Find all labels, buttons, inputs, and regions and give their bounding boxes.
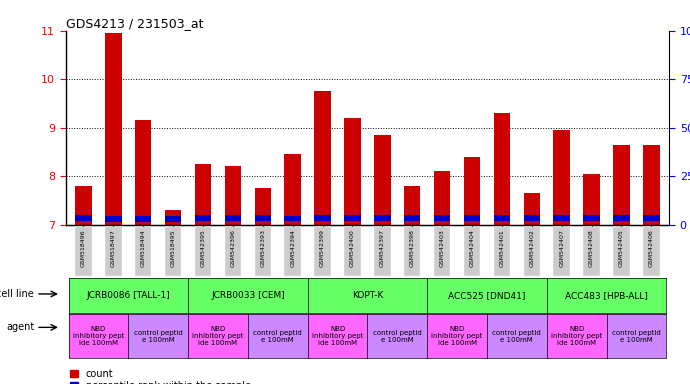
Text: GSM542405: GSM542405	[619, 229, 624, 267]
Bar	[135, 217, 152, 222]
Text: JCRB0033 [CEM]: JCRB0033 [CEM]	[211, 291, 285, 300]
Bar	[344, 118, 361, 225]
Text: ACC525 [DND41]: ACC525 [DND41]	[448, 291, 526, 300]
Bar	[225, 215, 241, 221]
Text: GSM542401: GSM542401	[500, 229, 504, 267]
Bar	[344, 215, 361, 221]
Bar	[165, 217, 181, 222]
Text: GSM542404: GSM542404	[469, 229, 475, 267]
Bar	[284, 217, 301, 221]
Bar	[464, 157, 480, 225]
Text: GSM542396: GSM542396	[230, 229, 235, 267]
Text: NBD
inhibitory pept
ide 100mM: NBD inhibitory pept ide 100mM	[431, 326, 483, 346]
Text: cell line: cell line	[0, 289, 34, 299]
Bar	[583, 174, 600, 225]
Text: NBD
inhibitory pept
ide 100mM: NBD inhibitory pept ide 100mM	[551, 326, 602, 346]
Text: GSM542395: GSM542395	[201, 229, 206, 267]
Legend: count, percentile rank within the sample: count, percentile rank within the sample	[70, 369, 251, 384]
Bar	[195, 164, 211, 225]
Bar	[464, 215, 480, 221]
Text: control peptid
e 100mM: control peptid e 100mM	[134, 330, 183, 343]
Bar	[105, 217, 121, 222]
Bar	[404, 215, 420, 221]
Bar	[404, 186, 420, 225]
Bar	[434, 215, 451, 221]
Text: control peptid
e 100mM: control peptid e 100mM	[612, 330, 661, 343]
Text: GSM518497: GSM518497	[111, 229, 116, 267]
Text: NBD
inhibitory pept
ide 100mM: NBD inhibitory pept ide 100mM	[72, 326, 124, 346]
Bar	[524, 193, 540, 225]
Text: agent: agent	[6, 322, 34, 333]
Text: JCRB0086 [TALL-1]: JCRB0086 [TALL-1]	[86, 291, 170, 300]
Text: NBD
inhibitory pept
ide 100mM: NBD inhibitory pept ide 100mM	[193, 326, 244, 346]
Text: KOPT-K: KOPT-K	[352, 291, 383, 300]
Text: GSM542393: GSM542393	[260, 229, 266, 267]
Bar	[553, 130, 570, 225]
Bar	[374, 135, 391, 225]
Bar	[643, 145, 660, 225]
Bar	[583, 215, 600, 221]
Bar	[553, 215, 570, 221]
Text: GDS4213 / 231503_at: GDS4213 / 231503_at	[66, 17, 203, 30]
Bar	[165, 210, 181, 225]
Text: control peptid
e 100mM: control peptid e 100mM	[493, 330, 541, 343]
Bar	[105, 33, 121, 225]
Text: GSM542402: GSM542402	[529, 229, 534, 267]
Bar	[374, 215, 391, 221]
Text: GSM542407: GSM542407	[559, 229, 564, 267]
Bar	[613, 145, 630, 225]
Bar	[75, 186, 92, 225]
Bar	[494, 113, 510, 225]
Bar	[643, 215, 660, 221]
Bar	[195, 215, 211, 221]
Bar	[255, 188, 271, 225]
Bar	[255, 215, 271, 221]
Bar	[75, 215, 92, 221]
Bar	[434, 171, 451, 225]
Text: GSM542398: GSM542398	[410, 229, 415, 267]
Bar	[613, 215, 630, 221]
Bar	[524, 215, 540, 221]
Text: GSM542400: GSM542400	[350, 229, 355, 267]
Bar	[135, 121, 152, 225]
Text: GSM542403: GSM542403	[440, 229, 444, 267]
Text: control peptid
e 100mM: control peptid e 100mM	[253, 330, 302, 343]
Text: GSM542397: GSM542397	[380, 229, 385, 267]
Bar	[284, 154, 301, 225]
Text: ACC483 [HPB-ALL]: ACC483 [HPB-ALL]	[565, 291, 648, 300]
Text: GSM542394: GSM542394	[290, 229, 295, 267]
Text: GSM518496: GSM518496	[81, 229, 86, 266]
Text: GSM542406: GSM542406	[649, 229, 654, 267]
Text: GSM542408: GSM542408	[589, 229, 594, 267]
Bar	[225, 167, 241, 225]
Text: GSM518495: GSM518495	[170, 229, 176, 266]
Text: GSM518494: GSM518494	[141, 229, 146, 267]
Bar	[315, 215, 331, 221]
Bar	[494, 215, 510, 221]
Bar	[315, 91, 331, 225]
Text: GSM542399: GSM542399	[320, 229, 325, 267]
Text: NBD
inhibitory pept
ide 100mM: NBD inhibitory pept ide 100mM	[312, 326, 363, 346]
Text: control peptid
e 100mM: control peptid e 100mM	[373, 330, 422, 343]
